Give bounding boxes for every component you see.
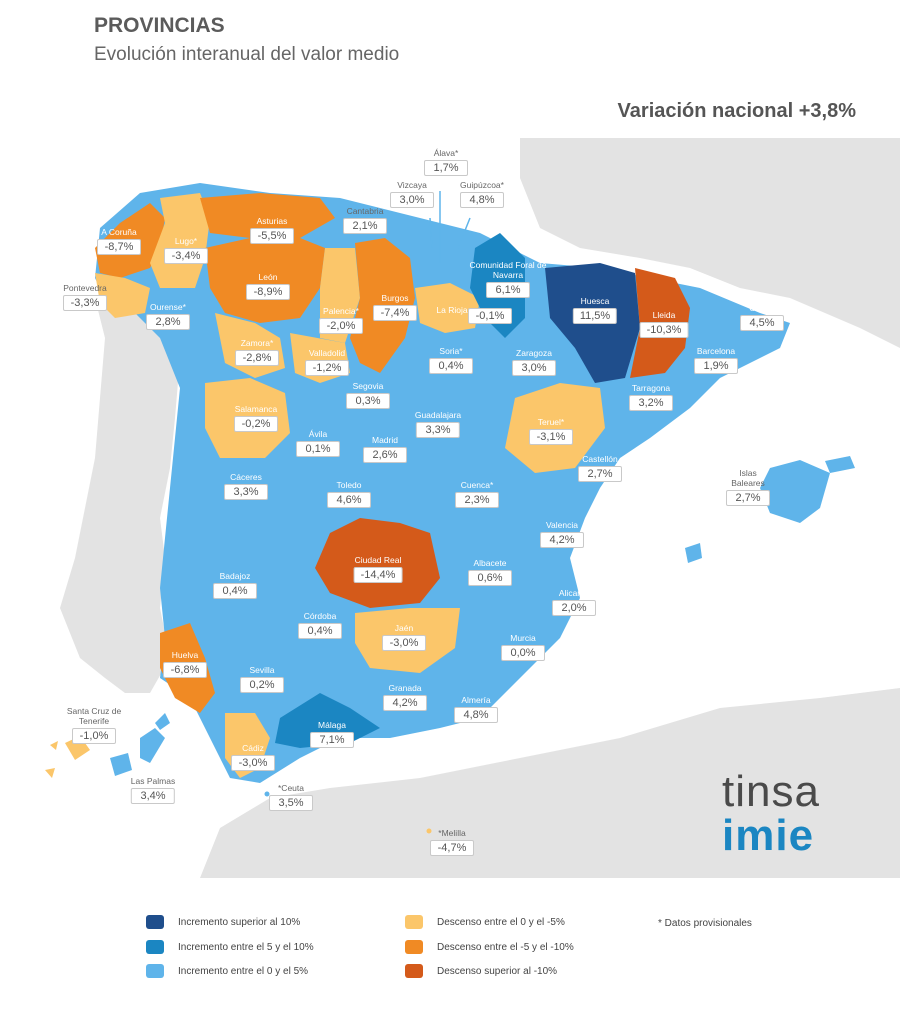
region-menorca (825, 456, 855, 473)
label-malaga: Málaga 7,1% (310, 720, 354, 748)
label-zamora: Zamora* -2,8% (235, 338, 279, 366)
label-cordoba: Córdoba 0,4% (298, 611, 342, 639)
africa-land (200, 688, 900, 878)
label-granada: Granada 4,2% (383, 683, 427, 711)
region-asturias (200, 193, 335, 238)
legend-label: Incremento entre el 5 y el 10% (178, 942, 314, 953)
region-gran-canaria (110, 753, 132, 776)
page-title: PROVINCIAS (94, 14, 225, 37)
label-toledo: Toledo 4,6% (327, 480, 371, 508)
legend-label: Descenso superior al -10% (437, 966, 558, 977)
label-ciudad-real: Ciudad Real -14,4% (353, 555, 403, 583)
legend-swatch-orange (405, 940, 423, 954)
label-lugo: Lugo* -3,4% (164, 236, 208, 264)
region-pontevedra (95, 273, 150, 318)
label-tarragona: Tarragona 3,2% (629, 383, 673, 411)
label-cantabria: Cantabria 2,1% (343, 206, 387, 234)
footnote: * Datos provisionales (658, 918, 752, 929)
label-leon: León -8,9% (246, 272, 290, 300)
label-barcelona: Barcelona 1,9% (694, 346, 738, 374)
legend-swatch-dark-blue (146, 915, 164, 929)
label-la-rioja-value: -0,1% (468, 306, 512, 324)
label-ourense: Ourense* 2,8% (146, 302, 190, 330)
label-lleida: Lleida -10,3% (639, 310, 689, 338)
france-land (520, 138, 900, 348)
region-lugo (150, 193, 210, 288)
label-guipuzcoa: Guipúzcoa* 4,8% (460, 180, 504, 208)
label-ceuta: *Ceuta 3,5% (269, 783, 313, 811)
label-burgos: Burgos -7,4% (373, 293, 417, 321)
label-girona: Girona 4,5% (740, 303, 784, 331)
region-leon (205, 238, 325, 323)
label-huesca: Huesca 11,5% (572, 296, 618, 324)
vizcaya-callout (429, 217, 433, 249)
label-zaragoza: Zaragoza 3,0% (512, 348, 556, 376)
region-la-rioja (415, 283, 480, 333)
region-ibiza (685, 543, 702, 563)
legend-label: Incremento entre el 0 y el 5% (178, 966, 309, 977)
national-variation: Variación nacional +3,8% (617, 100, 856, 122)
label-huelva: Huelva -6,8% (163, 650, 207, 678)
label-la-rioja: La Rioja (436, 305, 468, 315)
label-salamanca: Salamanca -0,2% (234, 404, 278, 432)
label-soria: Soria* 0,4% (429, 346, 473, 374)
label-a-coruna: A Coruña -8,7% (97, 227, 141, 255)
label-alicante: Alicante 2,0% (552, 588, 596, 616)
label-castellon: Castellón 2,7% (578, 454, 622, 482)
label-guadalajara: Guadalajara 3,3% (414, 410, 462, 438)
legend-swatch-mid-blue (146, 940, 164, 954)
label-teruel: Teruel* -3,1% (529, 417, 573, 445)
region-teruel (505, 383, 605, 473)
label-albacete: Albacete 0,6% (468, 558, 512, 586)
label-tenerife: Santa Cruz de Tenerife -1,0% (66, 706, 122, 744)
region-lanzarote (155, 713, 170, 730)
region-hierro (50, 741, 58, 750)
map-background (45, 138, 900, 878)
label-jaen: Jaén -3,0% (382, 623, 426, 651)
melilla-marker (426, 828, 432, 834)
region-ciudad-real (315, 518, 440, 608)
legend-swatch-light-orange (405, 915, 423, 929)
region-mallorca (760, 460, 830, 523)
label-cadiz: Cádiz -3,0% (231, 743, 275, 771)
label-baleares: Islas Baleares 2,7% (726, 468, 770, 506)
guipuzcoa-callout (457, 217, 471, 249)
legend-label: Descenso entre el 0 y el -5% (437, 917, 565, 928)
label-cuenca: Cuenca* 2,3% (455, 480, 499, 508)
label-asturias: Asturias -5,5% (250, 216, 294, 244)
label-murcia: Murcia 0,0% (501, 633, 545, 661)
label-las-palmas: Las Palmas 3,4% (130, 776, 176, 804)
region-gomera (45, 768, 55, 778)
label-alava: Álava* 1,7% (424, 148, 468, 176)
label-palencia: Palencia* -2,0% (319, 306, 363, 334)
label-valladolid: Valladolid -1,2% (305, 348, 349, 376)
label-madrid: Madrid 2,6% (363, 435, 407, 463)
label-vizcaya: Vizcaya 3,0% (390, 180, 434, 208)
page-subtitle: Evolución interanual del valor medio (94, 44, 400, 65)
label-caceres: Cáceres 3,3% (224, 472, 268, 500)
label-segovia: Segovia 0,3% (346, 381, 390, 409)
tinsa-imie-logo: tinsa imie (722, 767, 820, 860)
label-valencia: Valencia 4,2% (540, 520, 584, 548)
region-fuerteventura (140, 728, 165, 763)
label-avila: Ávila 0,1% (296, 429, 340, 457)
ceuta-marker (264, 791, 270, 797)
portugal-land (60, 298, 180, 693)
label-pontevedra: Pontevedra -3,3% (63, 283, 107, 311)
spain-map: A Coruña -8,7% Lugo* -3,4% Asturias -5,5% C… (0, 138, 900, 878)
label-badajoz: Badajoz 0,4% (213, 571, 257, 599)
legend-swatch-dark-orange (405, 964, 423, 978)
legend-label: Incremento superior al 10% (178, 917, 301, 928)
label-melilla: *Melilla -4,7% (430, 828, 474, 856)
legend-label: Descenso entre el -5 y el -10% (437, 942, 574, 953)
label-almeria: Almería 4,8% (454, 695, 498, 723)
label-sevilla: Sevilla 0,2% (240, 665, 284, 693)
label-navarra: Comunidad Foral de Navarra 6,1% (469, 260, 547, 298)
legend-swatch-light-blue (146, 964, 164, 978)
